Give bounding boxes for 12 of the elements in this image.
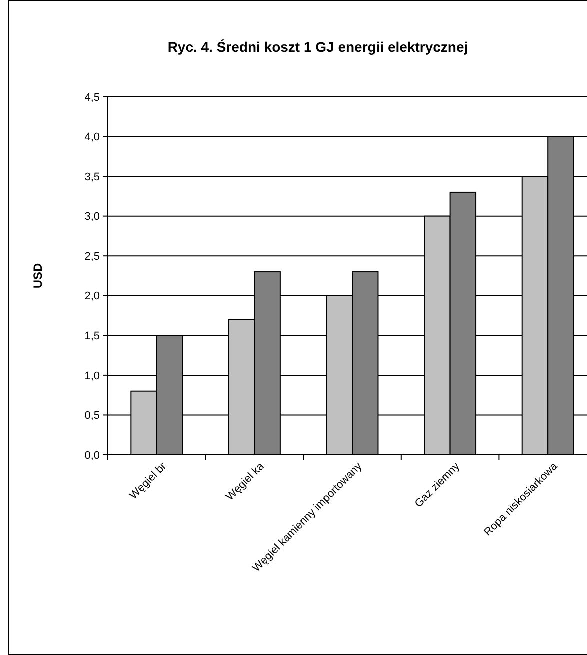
y-tick-label: 3,0 [84, 211, 100, 224]
y-tick-label: 2,5 [84, 250, 100, 263]
y-tick-label: 1,5 [84, 330, 100, 343]
y-tick-label: 4,0 [84, 132, 100, 144]
chart-title: Ryc. 4. Średni koszt 1 GJ energii elektrycznej [168, 39, 468, 55]
y-tick-label: 4,5 [84, 92, 100, 104]
y-axis-title: USD [31, 263, 45, 289]
y-tick-label: 3,5 [84, 171, 100, 184]
y-tick-label: 0,5 [84, 410, 100, 422]
y-tick-label: 2,0 [84, 290, 100, 303]
y-tick-label: 1,0 [84, 370, 100, 382]
y-tick-label: 0,0 [84, 450, 100, 462]
